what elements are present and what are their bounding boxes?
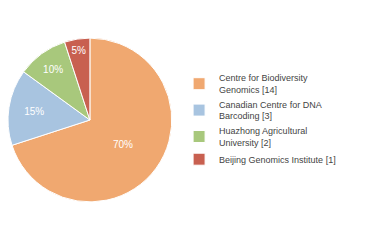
svg-text:Canadian Centre for DNABarcodi: Canadian Centre for DNABarcoding [3]: [219, 100, 322, 122]
svg-text:5%: 5%: [72, 45, 87, 56]
svg-text:15%: 15%: [24, 106, 44, 117]
svg-text:10%: 10%: [43, 64, 63, 75]
svg-text:Beijing Genomics Institute [1]: Beijing Genomics Institute [1]: [219, 155, 336, 165]
svg-text:Huazhong AgriculturalUniversit: Huazhong AgriculturalUniversity [2]: [219, 126, 307, 148]
svg-text:70%: 70%: [113, 139, 133, 150]
svg-text:Centre for BiodiversityGenomic: Centre for BiodiversityGenomics [14]: [219, 73, 308, 95]
